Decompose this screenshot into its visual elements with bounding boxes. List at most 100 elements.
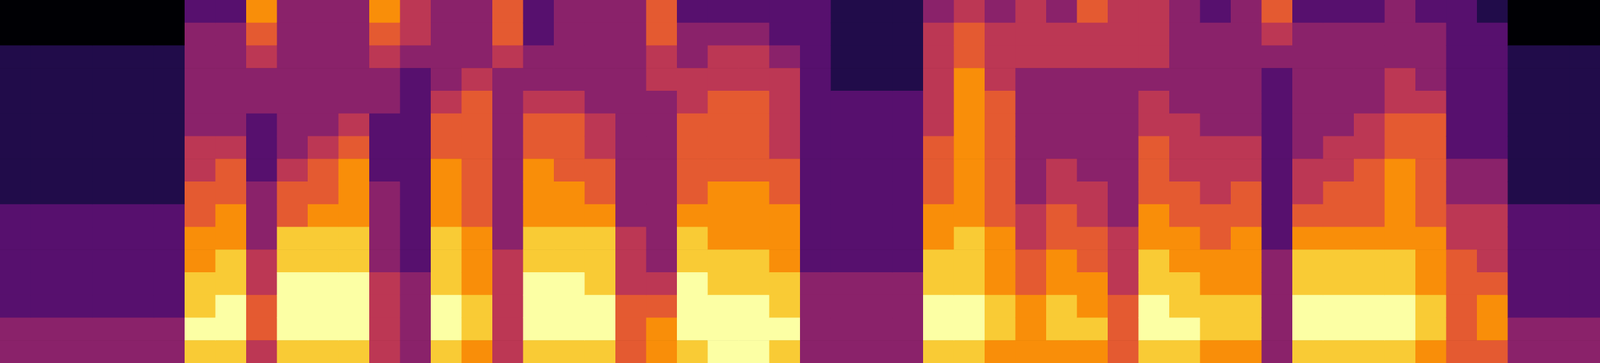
heatmap-cell (215, 22, 247, 46)
heatmap-cell (646, 317, 678, 341)
heatmap-cell (831, 113, 863, 137)
heatmap-cell (1261, 295, 1293, 318)
heatmap-cell (1569, 204, 1600, 228)
heatmap-cell (277, 204, 309, 228)
heatmap-cell (800, 158, 832, 182)
heatmap-cell (615, 0, 647, 23)
heatmap-cell (769, 204, 801, 228)
heatmap-cell (923, 90, 955, 114)
heatmap-cell (1261, 0, 1293, 23)
heatmap-cell (615, 249, 647, 273)
heatmap-cell (154, 90, 186, 114)
heatmap-cell (646, 0, 678, 23)
heatmap-cell (1077, 136, 1109, 160)
heatmap-cell (1077, 340, 1109, 363)
heatmap-cell (1169, 317, 1201, 341)
heatmap-cell (954, 204, 986, 228)
heatmap-cell (31, 0, 63, 23)
heatmap-cell (277, 181, 309, 205)
heatmap-cell (154, 272, 186, 296)
heatmap-cell (954, 181, 986, 205)
heatmap-cell (154, 340, 186, 363)
heatmap-cell (1169, 249, 1201, 273)
heatmap-cell (615, 272, 647, 296)
heatmap-cell (461, 22, 493, 46)
heatmap-cell (1015, 136, 1047, 160)
heatmap-cell (1446, 340, 1478, 363)
heatmap-cell (154, 22, 186, 46)
heatmap-cell (1476, 272, 1509, 296)
heatmap-cell (1138, 113, 1170, 137)
heatmap-cell (831, 249, 863, 273)
heatmap-cell (1015, 204, 1047, 228)
heatmap-cell (1415, 67, 1447, 91)
heatmap-cell (0, 0, 32, 23)
heatmap-cell (461, 204, 493, 228)
heatmap-cell (1138, 272, 1170, 296)
heatmap-cell (676, 204, 709, 228)
heatmap-cell (1446, 0, 1478, 23)
heatmap-cell (492, 295, 524, 318)
heatmap-cell (769, 113, 801, 137)
heatmap-cell (369, 67, 401, 91)
heatmap-cell (1200, 22, 1232, 46)
heatmap-cell (1323, 227, 1355, 250)
heatmap-cell (1200, 181, 1232, 205)
heatmap-cell (430, 204, 462, 228)
heatmap-cell (1569, 295, 1600, 318)
heatmap-cell (646, 113, 678, 137)
heatmap-cell (277, 340, 309, 363)
heatmap-cell (307, 158, 339, 182)
heatmap-cell (184, 204, 216, 228)
heatmap-cell (123, 227, 155, 250)
heatmap-cell (1384, 317, 1417, 341)
heatmap-cell (892, 295, 924, 318)
heatmap-cell (338, 340, 370, 363)
heatmap-cell (246, 67, 278, 91)
heatmap-cell (708, 22, 740, 46)
heatmap-cell (0, 67, 32, 91)
heatmap-cell (1107, 340, 1139, 363)
heatmap-cell (954, 22, 986, 46)
heatmap-cell (0, 113, 32, 137)
heatmap-cell (1138, 0, 1170, 23)
heatmap-cell (1538, 227, 1570, 250)
heatmap-cell (369, 45, 401, 69)
heatmap-cell (277, 0, 309, 23)
heatmap-cell (954, 317, 986, 341)
heatmap-cell (1200, 249, 1232, 273)
heatmap-cell (984, 22, 1016, 46)
heatmap-cell (1230, 181, 1262, 205)
heatmap-cell (1569, 113, 1600, 137)
heatmap-cell (1107, 249, 1139, 273)
heatmap-cell (1292, 227, 1324, 250)
heatmap-cell (954, 67, 986, 91)
heatmap-cell (523, 249, 555, 273)
heatmap-cell (1261, 45, 1293, 69)
heatmap-cell (61, 113, 93, 137)
heatmap-cell (461, 67, 493, 91)
heatmap-cell (123, 45, 155, 69)
heatmap-cell (553, 249, 585, 273)
heatmap-cell (369, 158, 401, 182)
heatmap-cell (400, 317, 432, 341)
heatmap-cell (1292, 158, 1324, 182)
heatmap-cell (1353, 204, 1385, 228)
heatmap-cell (1107, 113, 1139, 137)
heatmap-cell (1230, 227, 1262, 250)
heatmap-cell (307, 227, 339, 250)
heatmap-cell (984, 340, 1016, 363)
heatmap-cell (400, 45, 432, 69)
heatmap-cell (553, 227, 585, 250)
heatmap-cell (1508, 45, 1540, 69)
heatmap-cell (215, 113, 247, 137)
heatmap-cell (369, 204, 401, 228)
heatmap-cell (1446, 227, 1478, 250)
heatmap-cell (1107, 136, 1139, 160)
heatmap-cell (738, 249, 770, 273)
heatmap-cell (215, 249, 247, 273)
heatmap-cell (769, 295, 801, 318)
heatmap-cell (769, 181, 801, 205)
heatmap-cell (1569, 45, 1600, 69)
heatmap-cell (0, 181, 32, 205)
